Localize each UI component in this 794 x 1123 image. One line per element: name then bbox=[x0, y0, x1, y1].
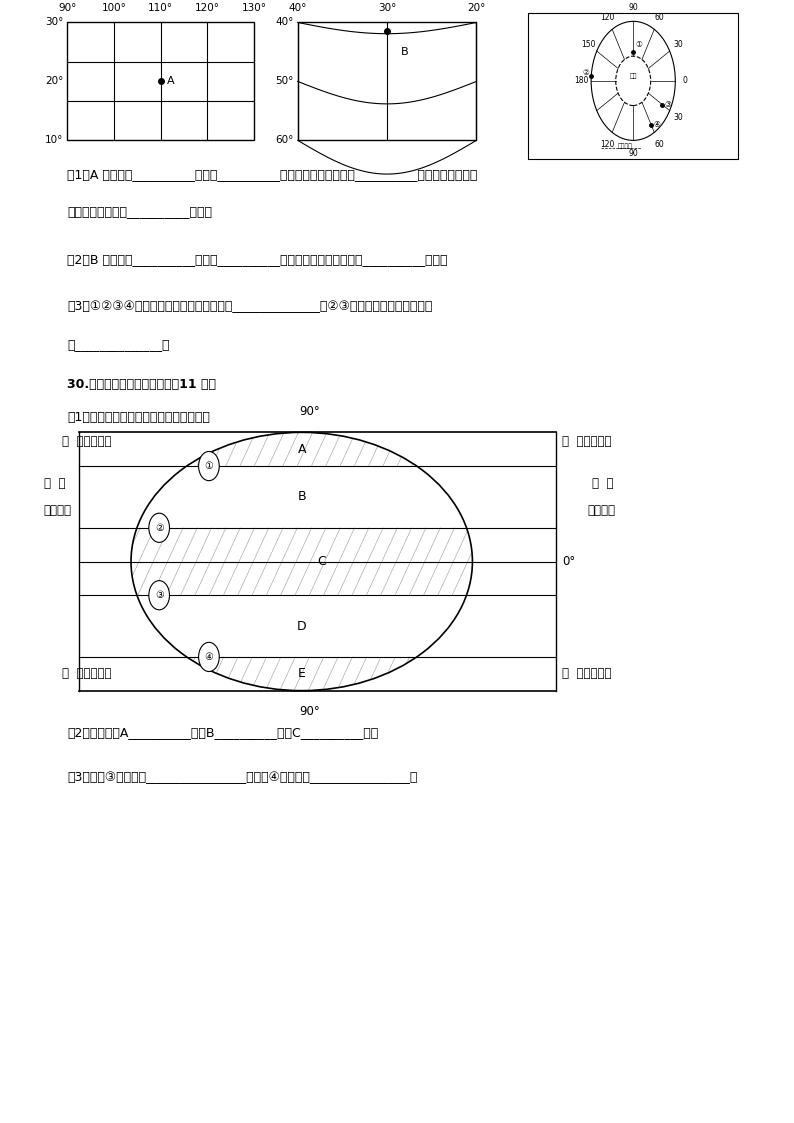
Text: 北极: 北极 bbox=[630, 74, 637, 79]
Bar bbox=[67, 22, 254, 140]
Text: 阳光直射: 阳光直射 bbox=[44, 504, 71, 517]
Text: E: E bbox=[298, 667, 306, 681]
Text: 30: 30 bbox=[673, 112, 683, 122]
Text: （1）A 点的经度__________，纬度__________。从东西半球看它位于__________半球，从低、中、: （1）A 点的经度__________，纬度__________。从东西半球看它… bbox=[67, 167, 478, 181]
Text: 60: 60 bbox=[654, 139, 664, 148]
Text: 50°: 50° bbox=[276, 76, 294, 86]
Text: 北回归线: 北回归线 bbox=[618, 144, 633, 148]
Text: 30.读下图，回答下列问题：（11 分）: 30.读下图，回答下列问题：（11 分） bbox=[67, 377, 217, 391]
Text: 是______________。: 是______________。 bbox=[67, 338, 170, 351]
Text: ②: ② bbox=[155, 523, 164, 532]
Text: （  ）: （ ） bbox=[592, 477, 613, 490]
Text: 40°: 40° bbox=[276, 18, 294, 27]
Text: 极昼极夜: 极昼极夜 bbox=[588, 504, 615, 517]
Text: D: D bbox=[297, 620, 306, 632]
Text: 90°: 90° bbox=[299, 705, 320, 719]
Text: （  ）阳光直射: （ ）阳光直射 bbox=[62, 435, 111, 448]
Text: 0: 0 bbox=[682, 76, 688, 85]
Circle shape bbox=[148, 513, 169, 542]
Text: 40°: 40° bbox=[288, 3, 307, 13]
Text: （2）B 点的经度__________，纬度__________。从南北半球看，它位于__________半球。: （2）B 点的经度__________，纬度__________。从南北半球看，… bbox=[67, 253, 448, 266]
Text: （3）纬线③的名称是________________，纬线④的名称是________________。: （3）纬线③的名称是________________，纬线④的名称是______… bbox=[67, 770, 418, 784]
Text: （3）①②③④点所在的纬线，长度最长的是______________。②③两点位于本初子午线上的: （3）①②③④点所在的纬线，长度最长的是______________。②③两点位… bbox=[67, 300, 433, 313]
Text: 180: 180 bbox=[574, 76, 589, 85]
Bar bbox=[528, 13, 738, 159]
Text: （1）把下列空格填写完整：（填有或无）: （1）把下列空格填写完整：（填有或无） bbox=[67, 411, 210, 424]
Text: C: C bbox=[318, 555, 326, 568]
Text: ④: ④ bbox=[205, 652, 214, 661]
Text: ③: ③ bbox=[665, 100, 672, 109]
Text: 30: 30 bbox=[673, 39, 683, 49]
Text: 90: 90 bbox=[628, 3, 638, 12]
Text: 110°: 110° bbox=[148, 3, 173, 13]
Circle shape bbox=[198, 451, 219, 481]
Text: B: B bbox=[401, 47, 409, 56]
Text: 90: 90 bbox=[628, 149, 638, 158]
Text: A: A bbox=[168, 76, 175, 86]
Text: （  ）阳光直射: （ ）阳光直射 bbox=[62, 667, 111, 681]
Text: 120°: 120° bbox=[195, 3, 220, 13]
Text: A: A bbox=[298, 442, 306, 456]
Text: 90°: 90° bbox=[299, 404, 320, 418]
Text: 20°: 20° bbox=[45, 76, 64, 86]
Text: （  ）: （ ） bbox=[44, 477, 65, 490]
Text: 30°: 30° bbox=[378, 3, 396, 13]
Text: ④: ④ bbox=[653, 120, 661, 129]
Text: B: B bbox=[298, 491, 306, 503]
Text: 60°: 60° bbox=[276, 136, 294, 145]
Circle shape bbox=[148, 581, 169, 610]
Text: 100°: 100° bbox=[102, 3, 126, 13]
Text: 0°: 0° bbox=[562, 555, 576, 568]
Text: ②: ② bbox=[582, 67, 589, 76]
Text: 60: 60 bbox=[654, 13, 664, 22]
Text: 高纬度看，它位于__________纬度。: 高纬度看，它位于__________纬度。 bbox=[67, 204, 213, 218]
Text: （2）上图中，A__________带；B__________带；C__________带。: （2）上图中，A__________带；B__________带；C______… bbox=[67, 725, 379, 739]
Text: 130°: 130° bbox=[241, 3, 267, 13]
Text: 20°: 20° bbox=[467, 3, 486, 13]
Bar bbox=[298, 22, 476, 140]
Text: 90°: 90° bbox=[58, 3, 77, 13]
Text: 30°: 30° bbox=[45, 18, 64, 27]
Text: 120: 120 bbox=[600, 139, 615, 148]
Text: ①: ① bbox=[636, 40, 642, 49]
Text: 120: 120 bbox=[600, 13, 615, 22]
Text: ③: ③ bbox=[155, 591, 164, 600]
Circle shape bbox=[198, 642, 219, 672]
Text: （  ）极昼极夜: （ ）极昼极夜 bbox=[562, 667, 611, 681]
Text: 10°: 10° bbox=[45, 136, 64, 145]
Text: ①: ① bbox=[205, 462, 214, 471]
Text: 150: 150 bbox=[581, 39, 596, 49]
Text: （  ）极昼极夜: （ ）极昼极夜 bbox=[562, 435, 611, 448]
